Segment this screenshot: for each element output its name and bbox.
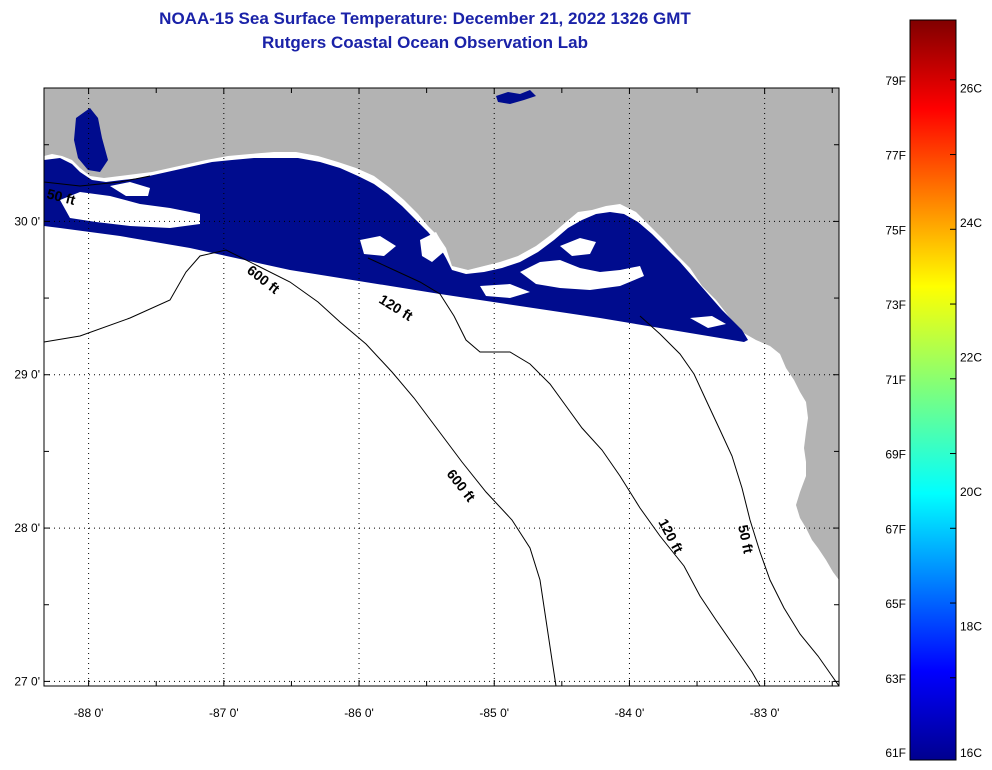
- colorbar-f-label: 79F: [885, 74, 906, 88]
- land-mass: [44, 88, 839, 580]
- colorbar-c-label: 22C: [960, 350, 982, 364]
- colorbar-f-label: 69F: [885, 448, 906, 462]
- map-title: NOAA-15 Sea Surface Temperature: Decembe…: [159, 9, 691, 28]
- inland-lake: [496, 90, 536, 104]
- lon-tick-label: -86 0': [344, 706, 374, 720]
- contour-50ft: [639, 315, 839, 686]
- cloud-mask: [60, 182, 726, 328]
- colorbar-f-label: 75F: [885, 223, 906, 237]
- colorbar: [909, 19, 957, 761]
- lon-tick-label: -88 0': [74, 706, 104, 720]
- contour-label-50ft-east: 50 ft: [735, 523, 757, 555]
- map-frame: [43, 87, 840, 687]
- lat-tick-label: 27 0': [14, 674, 40, 688]
- colorbar-c-label: 26C: [960, 81, 982, 95]
- colorbar-labels: 79F 77F 75F 73F 71F 69F 67F 65F 63F 61F 26C 24C 22C 2…: [885, 74, 982, 760]
- contour-label-50ft-west: 50 ft: [45, 185, 77, 208]
- contour-120ft: [367, 257, 761, 686]
- colorbar-f-label: 77F: [885, 149, 906, 163]
- colorbar-f-label: 73F: [885, 298, 906, 312]
- lon-tick-label: -87 0': [209, 706, 239, 720]
- mobile-bay-data: [74, 108, 108, 172]
- colorbar-c-label: 18C: [960, 619, 982, 633]
- bathymetry-contours: [44, 175, 839, 686]
- map-subtitle: Rutgers Coastal Ocean Observation Lab: [262, 33, 588, 52]
- lon-tick-label: -85 0': [479, 706, 509, 720]
- colorbar-f-label: 71F: [885, 373, 906, 387]
- contour-50ft-west: [44, 175, 151, 187]
- lon-tick-label: -84 0': [615, 706, 645, 720]
- colorbar-c-label: 24C: [960, 216, 982, 230]
- axis-ticks: -88 0' -87 0' -86 0' -85 0' -84 0' -83 0' 27 0…: [14, 88, 839, 720]
- lat-tick-label: 28 0': [14, 521, 40, 535]
- sst-data-swath: [44, 158, 748, 342]
- colorbar-f-label: 61F: [885, 746, 906, 760]
- lat-tick-label: 30 0': [14, 214, 40, 228]
- contour-600ft: [44, 249, 557, 686]
- colorbar-f-label: 63F: [885, 672, 906, 686]
- lon-tick-label: -83 0': [750, 706, 780, 720]
- colorbar-f-label: 65F: [885, 597, 906, 611]
- colorbar-f-label: 67F: [885, 522, 906, 536]
- colorbar-c-label: 20C: [960, 485, 982, 499]
- lat-tick-label: 29 0': [14, 368, 40, 382]
- colorbar-c-label: 16C: [960, 746, 982, 760]
